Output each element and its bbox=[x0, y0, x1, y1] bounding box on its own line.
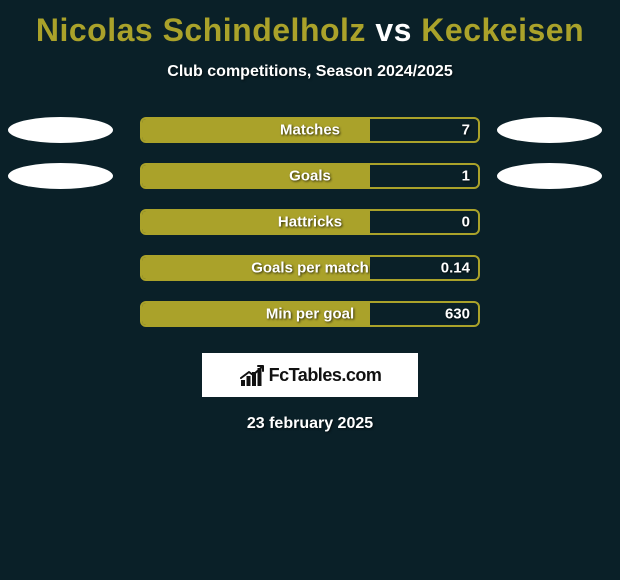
stat-label: Matches bbox=[280, 122, 340, 139]
stat-value: 1 bbox=[462, 168, 470, 185]
comparison-title: Nicolas Schindelholz vs Keckeisen bbox=[0, 0, 620, 49]
bar-chart-icon bbox=[239, 364, 265, 386]
stat-label: Goals bbox=[289, 168, 331, 185]
stat-row: Goals per match 0.14 bbox=[0, 255, 620, 281]
vs-text: vs bbox=[375, 12, 412, 48]
stat-label: Min per goal bbox=[266, 306, 354, 323]
left-ellipse bbox=[8, 117, 113, 143]
right-ellipse bbox=[497, 163, 602, 189]
stat-label: Goals per match bbox=[251, 260, 369, 277]
player1-name: Nicolas Schindelholz bbox=[36, 12, 366, 48]
stat-row: Min per goal 630 bbox=[0, 301, 620, 327]
logo-box: FcTables.com bbox=[202, 353, 418, 397]
stat-value: 0.14 bbox=[441, 260, 470, 277]
logo-text: FcTables.com bbox=[269, 365, 382, 386]
stat-row: Matches 7 bbox=[0, 117, 620, 143]
stat-row: Hattricks 0 bbox=[0, 209, 620, 235]
subtitle: Club competitions, Season 2024/2025 bbox=[0, 63, 620, 81]
stat-bar: Min per goal 630 bbox=[140, 301, 480, 327]
stat-bar: Hattricks 0 bbox=[140, 209, 480, 235]
stat-row: Goals 1 bbox=[0, 163, 620, 189]
stats-rows: Matches 7 Goals 1 Hattricks 0 Goals per match 0… bbox=[0, 117, 620, 327]
stat-value: 0 bbox=[462, 214, 470, 231]
stat-bar-fill bbox=[140, 163, 370, 189]
stat-label: Hattricks bbox=[278, 214, 342, 231]
stat-bar: Matches 7 bbox=[140, 117, 480, 143]
stat-value: 630 bbox=[445, 306, 470, 323]
player2-name: Keckeisen bbox=[421, 12, 584, 48]
date-text: 23 february 2025 bbox=[0, 415, 620, 433]
stat-value: 7 bbox=[462, 122, 470, 139]
stat-bar: Goals per match 0.14 bbox=[140, 255, 480, 281]
left-ellipse bbox=[8, 163, 113, 189]
stat-bar: Goals 1 bbox=[140, 163, 480, 189]
right-ellipse bbox=[497, 117, 602, 143]
